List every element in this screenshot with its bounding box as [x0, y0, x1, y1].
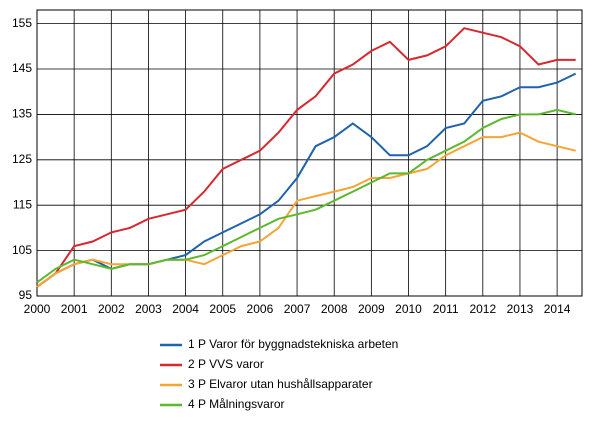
y-tick-label: 155 [12, 16, 32, 30]
series-line [36, 131, 576, 288]
series-line [36, 72, 577, 288]
y-tick-label: 95 [19, 288, 33, 302]
x-tick-label: 2009 [358, 302, 385, 316]
y-tick-label: 125 [12, 152, 32, 166]
x-tick-label: 2011 [433, 302, 459, 316]
legend-label: 1 P Varor för byggnadstekniska arbeten [188, 337, 398, 351]
x-tick-label: 2007 [284, 302, 311, 316]
series-line [36, 27, 576, 288]
legend-label: 2 P VVS varor [188, 357, 264, 371]
x-tick-label: 2010 [395, 302, 422, 316]
x-tick-label: 2006 [247, 302, 274, 316]
y-tick-label: 135 [12, 107, 32, 121]
x-tick-label: 2004 [172, 302, 199, 316]
x-tick-label: 2003 [135, 302, 162, 316]
x-tick-label: 2005 [209, 302, 236, 316]
legend-label: 3 P Elvaror utan hushållsapparater [188, 377, 373, 391]
plot-frame [36, 9, 583, 297]
y-tick-label: 145 [12, 61, 32, 75]
x-tick-label: 2014 [544, 302, 571, 316]
x-tick-label: 2013 [507, 302, 534, 316]
series-line [36, 108, 576, 284]
x-tick-label: 2001 [61, 302, 88, 316]
x-tick-label: 2000 [24, 302, 51, 316]
legend-label: 4 P Målningsvaror [188, 397, 285, 411]
y-tick-label: 115 [13, 197, 32, 211]
y-tick-label: 105 [12, 243, 32, 257]
x-tick-label: 2012 [469, 302, 496, 316]
x-tick-label: 2008 [321, 302, 348, 316]
x-tick-label: 2002 [98, 302, 125, 316]
